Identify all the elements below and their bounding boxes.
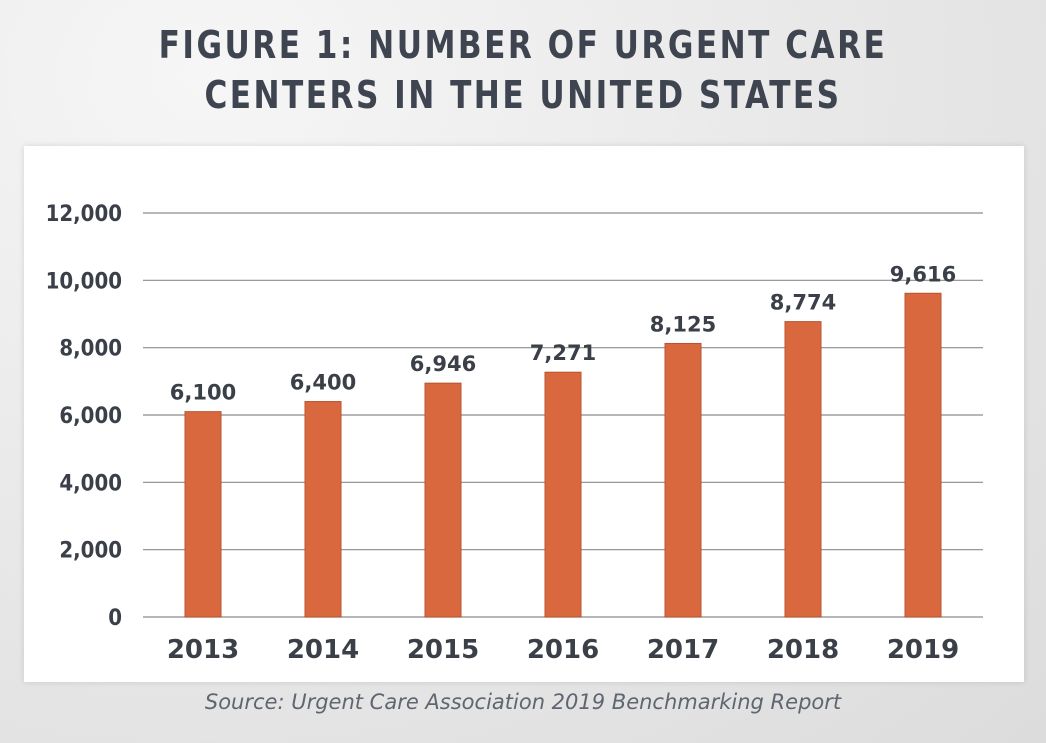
x-tick-label: 2018	[767, 635, 839, 665]
data-label: 6,946	[410, 352, 476, 376]
x-tick-label: 2013	[167, 635, 239, 665]
x-tick-label: 2017	[647, 635, 719, 665]
y-tick-label: 2,000	[59, 539, 122, 564]
y-tick-label: 6,000	[59, 404, 122, 429]
data-label: 8,125	[650, 312, 716, 336]
x-tick-label: 2014	[287, 635, 359, 665]
x-tick-label: 2019	[887, 635, 959, 665]
bar	[904, 292, 942, 618]
data-label: 6,400	[290, 371, 356, 395]
data-label: 7,271	[530, 341, 596, 365]
source-note: Source: Urgent Care Association 2019 Ben…	[204, 690, 842, 714]
y-tick-label: 8,000	[59, 337, 122, 362]
bar	[304, 401, 342, 618]
chart-title: FIGURE 1: NUMBER OF URGENT CARE CENTERS …	[94, 20, 952, 120]
chart-title-line-2: CENTERS IN THE UNITED STATES	[204, 73, 842, 117]
x-tick-label: 2015	[407, 635, 479, 665]
bar	[184, 411, 222, 618]
x-tick-label: 2016	[527, 635, 599, 665]
y-tick-label: 4,000	[59, 471, 122, 496]
bar	[544, 371, 582, 618]
bar	[424, 382, 462, 618]
y-tick-label: 12,000	[46, 202, 122, 227]
data-label: 9,616	[890, 262, 956, 286]
data-label: 8,774	[770, 291, 836, 315]
bar	[784, 321, 822, 618]
y-tick-label: 10,000	[46, 269, 122, 294]
y-tick-label: 0	[108, 606, 122, 631]
bar	[664, 342, 702, 618]
chart-title-line-1: FIGURE 1: NUMBER OF URGENT CARE	[158, 23, 888, 67]
data-label: 6,100	[170, 381, 236, 405]
